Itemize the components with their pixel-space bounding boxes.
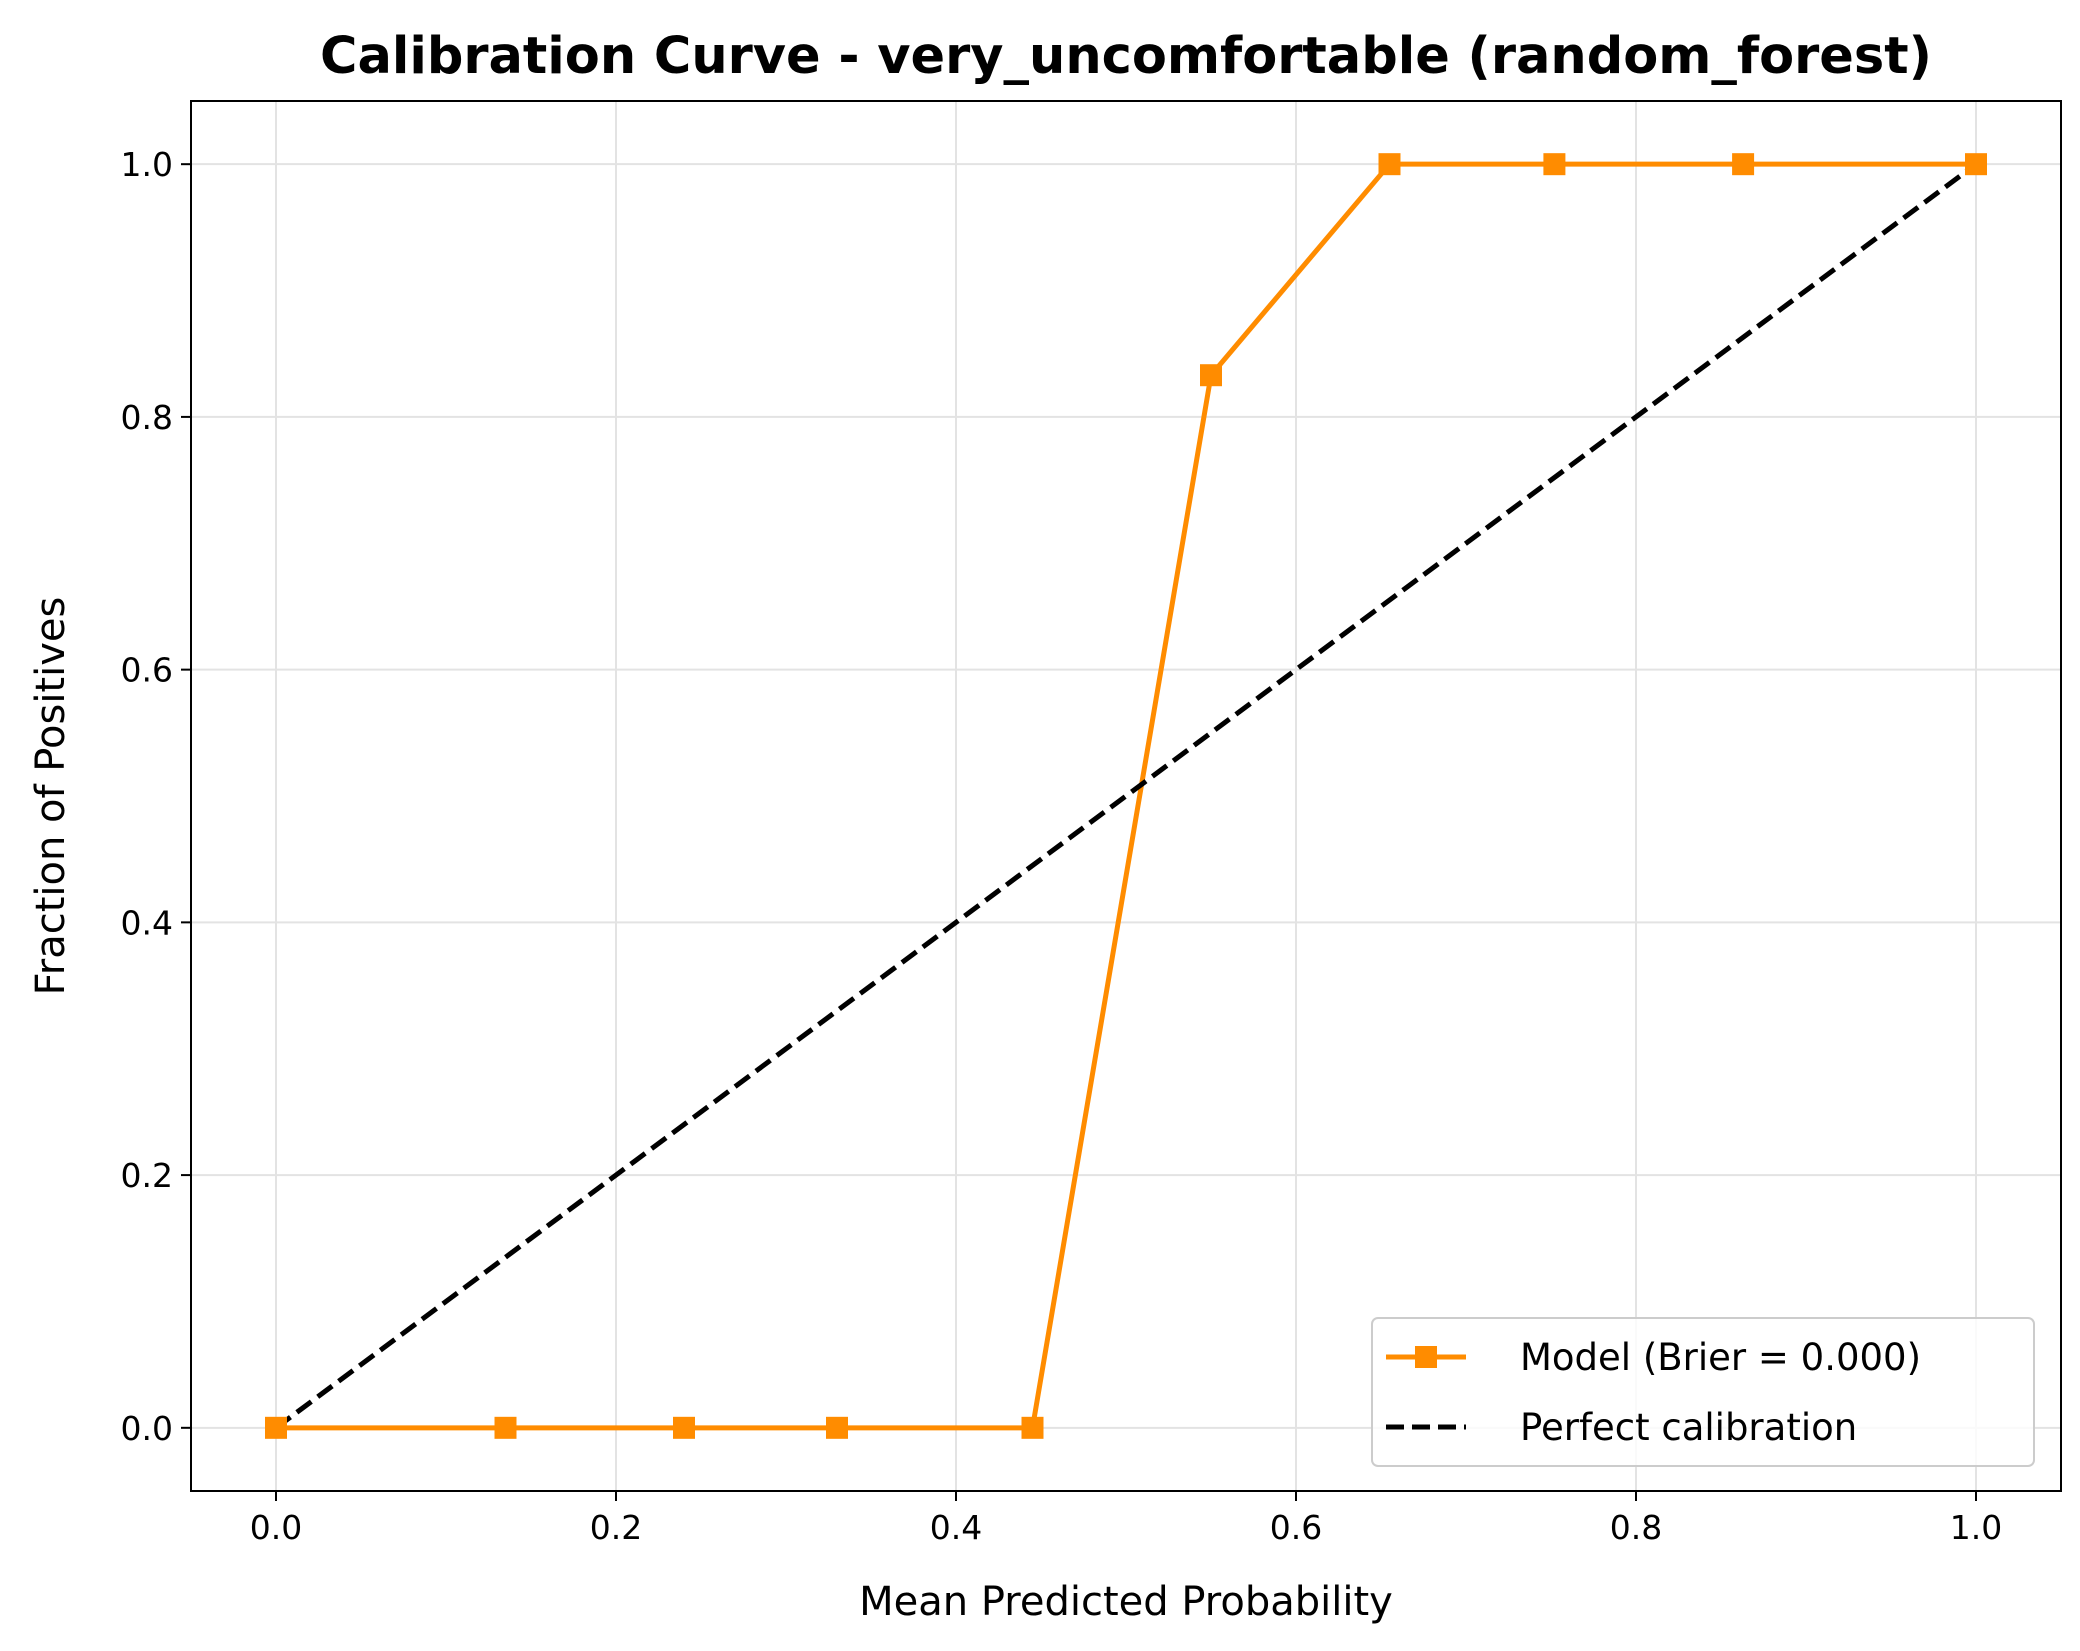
model-point-marker [826,1416,848,1439]
x-tick-label: 0.6 [1270,1508,1322,1547]
y-tick-label: 1.0 [121,145,173,184]
perfect-calibration-line [274,162,1978,1430]
legend-label-model: Model (Brier = 0.000) [1520,1336,1921,1379]
legend-box [1371,1317,2035,1467]
plot-area-frame [190,100,2062,1492]
x-tick-label: 0.4 [930,1508,982,1547]
chart-title: Calibration Curve - very_uncomfortable (… [320,27,1932,86]
model-point-marker [1732,153,1755,176]
legend: Model (Brier = 0.000) Perfect calibratio… [1371,1317,2035,1467]
y-tick-label: 0.0 [121,1409,173,1448]
axes: 0.0 0.2 0.4 0.6 0.8 1.0 0.0 0.2 0.4 0.6 0.8 1.0 [121,145,2003,1547]
model-point-marker [1378,153,1401,176]
model-point-marker [494,1416,517,1439]
model-series-line [276,161,1976,1431]
model-point-marker [1543,153,1566,176]
y-tick-label: 0.4 [121,903,173,942]
grid [191,101,2061,1491]
legend-label-perfect: Perfect calibration [1520,1406,1857,1449]
model-point-marker [1965,153,1987,176]
x-tick-label: 0.2 [590,1508,642,1547]
model-point-marker [673,1416,695,1439]
y-axis-label: Fraction of Positives [28,597,74,996]
model-point-marker [265,1416,287,1439]
y-tick-label: 0.6 [121,651,173,690]
x-tick-label: 0.0 [250,1508,302,1547]
y-tick-label: 0.2 [121,1156,173,1195]
model-point-marker [1021,1416,1044,1439]
x-tick-label: 0.8 [1610,1508,1662,1547]
y-tick-label: 0.8 [121,398,173,437]
model-point-marker [1200,364,1222,387]
x-tick-label: 1.0 [1950,1508,2002,1547]
series-layer [265,153,1987,1439]
x-axis-label: Mean Predicted Probability [859,1579,1393,1625]
legend-swatch-model-marker [1415,1346,1437,1368]
